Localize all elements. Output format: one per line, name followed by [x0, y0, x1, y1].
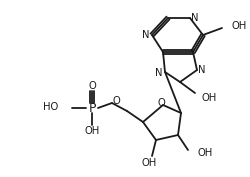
Text: OH: OH [141, 158, 156, 168]
Text: P: P [88, 101, 95, 115]
Text: OH: OH [201, 93, 216, 103]
Text: N: N [142, 30, 149, 40]
Text: OH: OH [197, 148, 212, 158]
Text: N: N [198, 65, 205, 75]
Text: OH: OH [231, 21, 246, 31]
Text: HO: HO [42, 102, 58, 112]
Text: N: N [155, 68, 162, 78]
Text: O: O [112, 96, 120, 106]
Text: O: O [88, 81, 96, 91]
Text: O: O [156, 98, 164, 108]
Text: N: N [190, 13, 198, 23]
Text: OH: OH [84, 126, 99, 136]
